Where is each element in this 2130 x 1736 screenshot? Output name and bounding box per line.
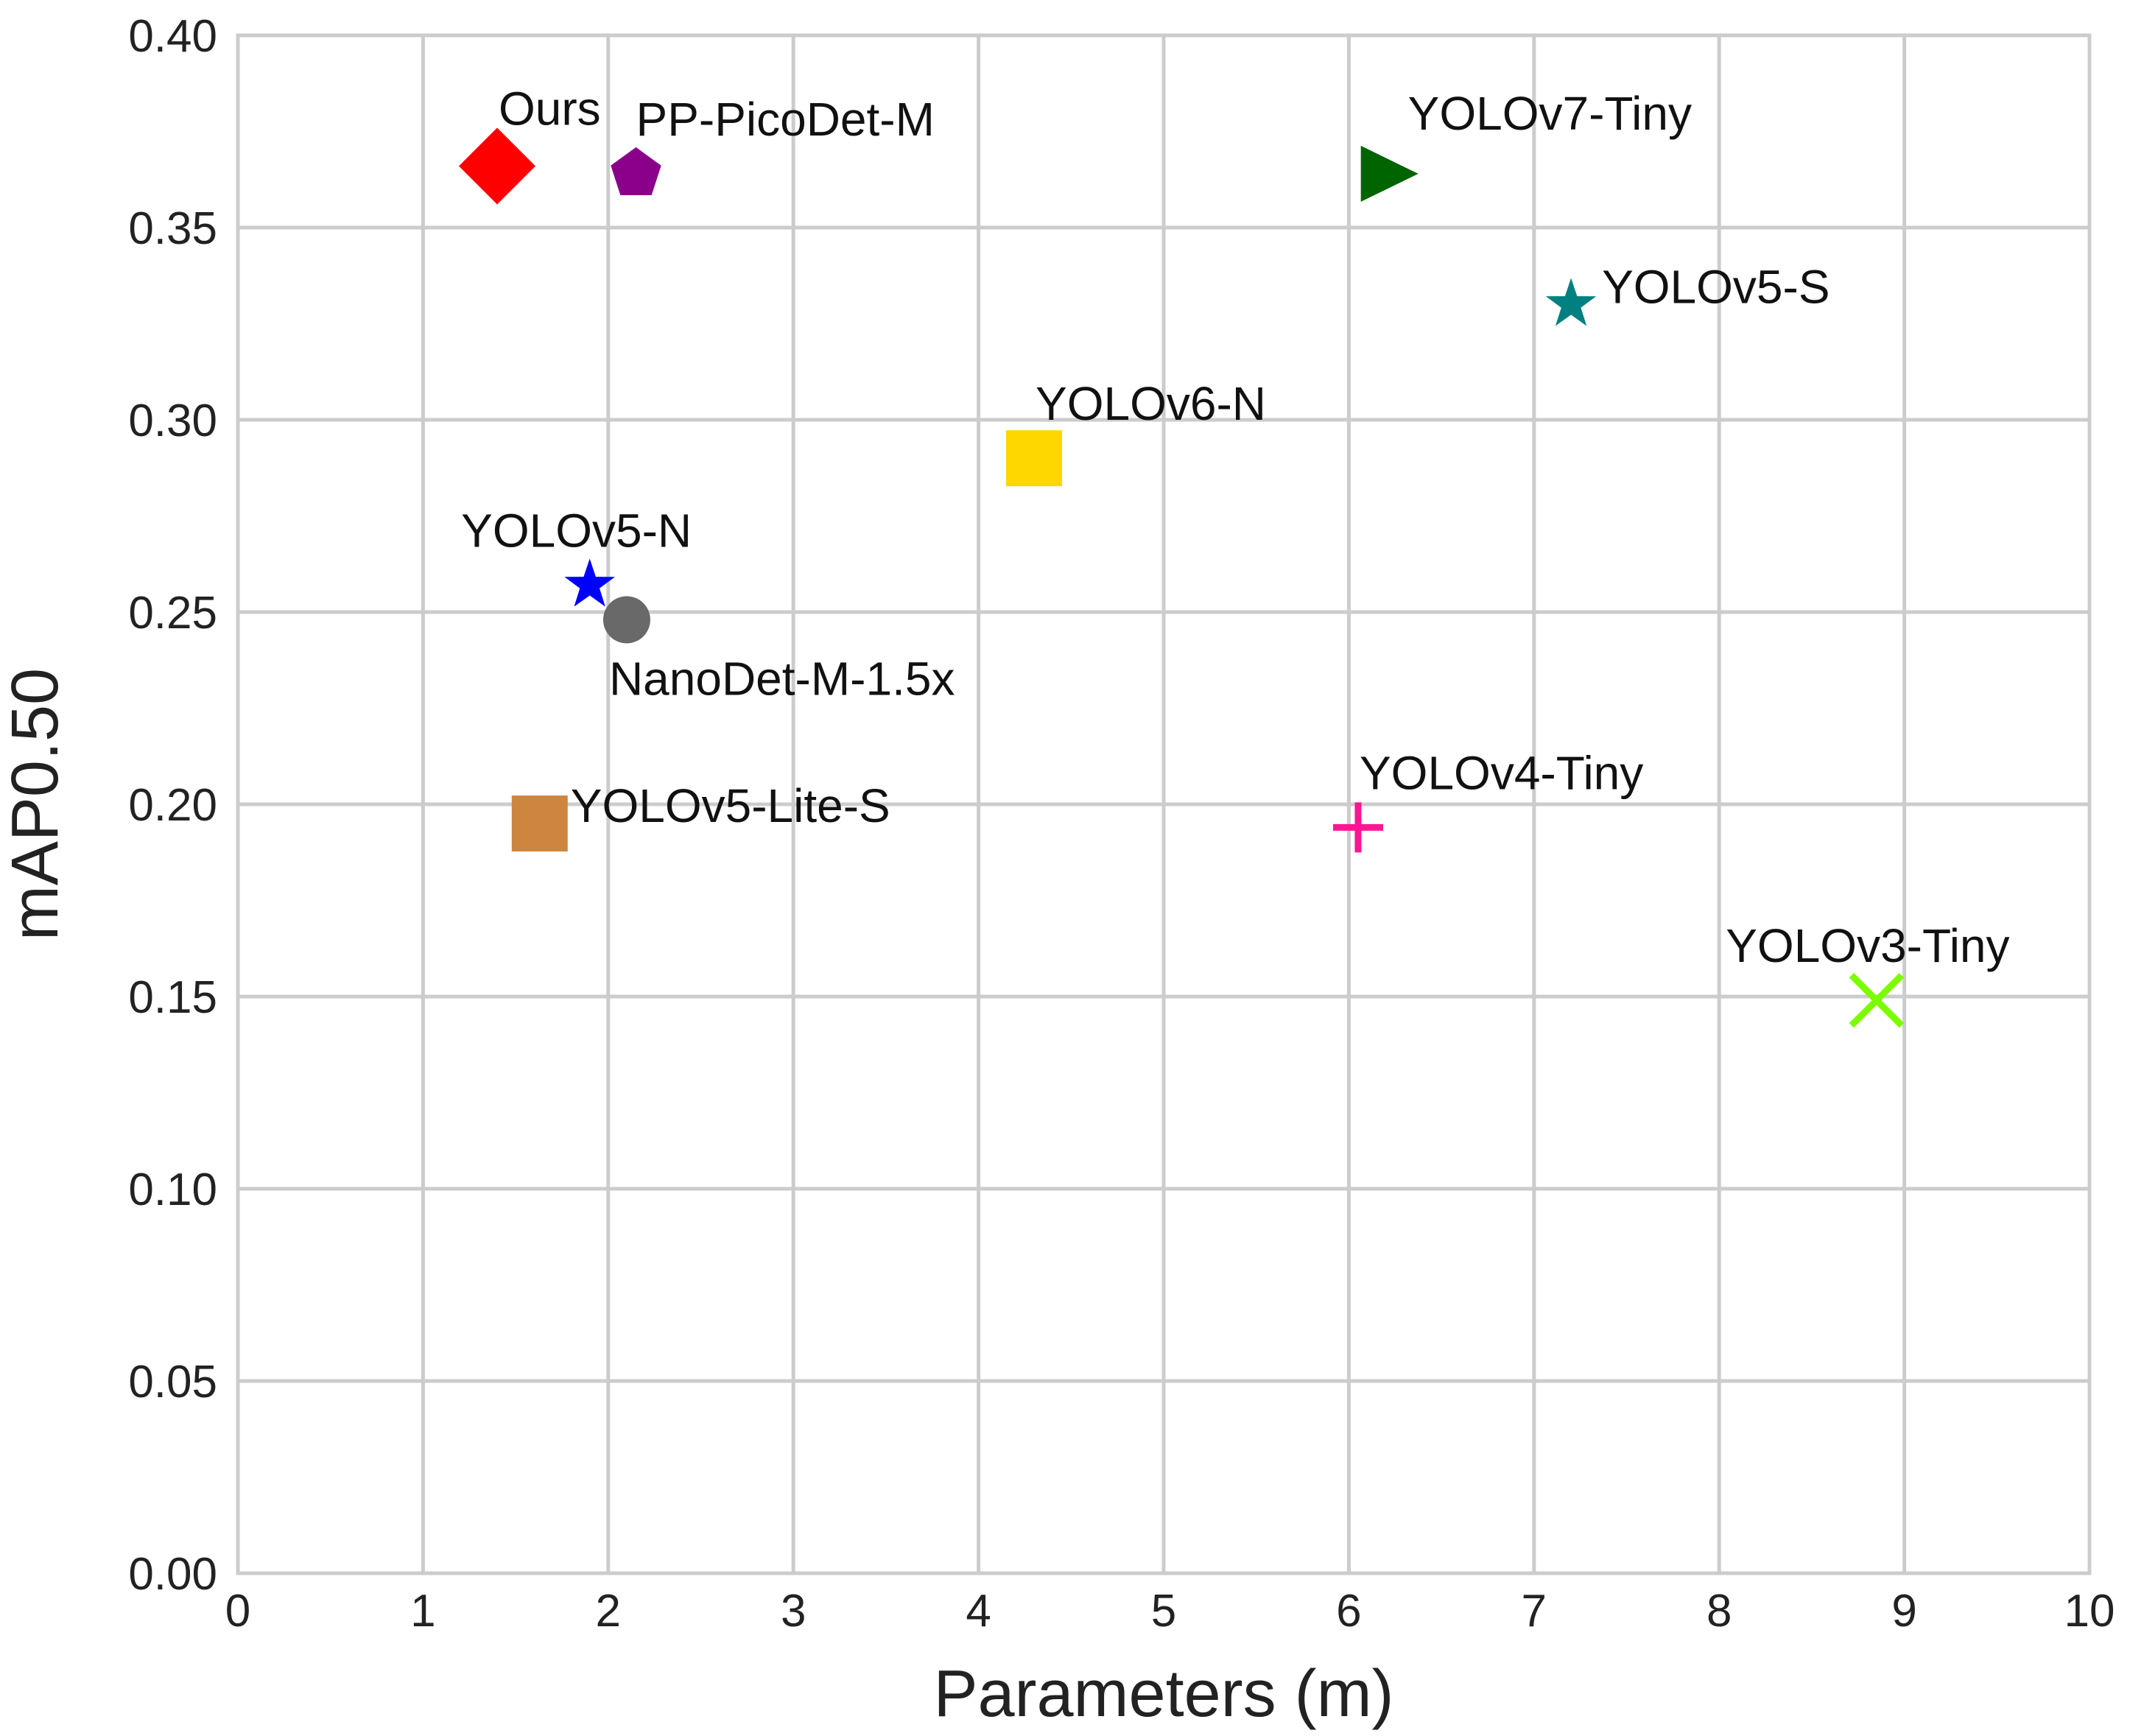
x-axis-title: Parameters (m) xyxy=(933,1657,1393,1731)
x-axis-ticks: 0 1 2 3 4 5 6 7 8 9 10 xyxy=(225,1586,2115,1637)
x-tick-label: 8 xyxy=(1707,1586,1732,1637)
point-yolov5-n-star-marker xyxy=(564,558,615,607)
data-points xyxy=(459,127,1905,1028)
y-tick-label: 0.40 xyxy=(128,11,217,62)
x-tick-label: 3 xyxy=(781,1586,806,1637)
x-tick-label: 0 xyxy=(225,1586,250,1637)
point-yolov5-s-star-marker xyxy=(1545,278,1597,326)
y-tick-label: 0.00 xyxy=(128,1549,217,1600)
point-yolov3-tiny-x-marker xyxy=(1849,973,1905,1028)
point-label: NanoDet-M-1.5x xyxy=(609,652,955,705)
point-label: YOLOv5-N xyxy=(461,504,692,557)
point-label: YOLOv5-Lite-S xyxy=(571,779,890,832)
x-tick-label: 1 xyxy=(410,1586,435,1637)
x-tick-label: 7 xyxy=(1522,1586,1547,1637)
x-tick-label: 6 xyxy=(1336,1586,1361,1637)
x-tick-label: 4 xyxy=(966,1586,991,1637)
y-tick-label: 0.10 xyxy=(128,1164,217,1215)
y-tick-label: 0.25 xyxy=(128,588,217,639)
y-axis-title: mAP0.50 xyxy=(0,668,72,941)
y-tick-label: 0.20 xyxy=(128,780,217,831)
y-tick-label: 0.15 xyxy=(128,972,217,1023)
point-label: YOLOv5-S xyxy=(1602,260,1830,313)
x-tick-label: 2 xyxy=(596,1586,621,1637)
y-tick-label: 0.30 xyxy=(128,396,217,446)
point-label: YOLOv3-Tiny xyxy=(1726,919,2009,972)
point-label: YOLOv4-Tiny xyxy=(1360,746,1643,799)
point-label: Ours xyxy=(499,82,601,135)
x-tick-label: 10 xyxy=(2064,1586,2115,1637)
y-tick-label: 0.35 xyxy=(128,203,217,254)
point-yolov6-n-square-marker xyxy=(1006,430,1063,487)
point-labels: Ours PP-PicoDet-M YOLOv7-Tiny YOLOv5-S YOLOv… xyxy=(461,82,2009,972)
point-yolov5-lite-s-square-marker xyxy=(511,795,568,852)
point-yolov7-tiny-triangle-right-marker xyxy=(1360,145,1419,202)
point-label: PP-PicoDet-M xyxy=(636,93,935,146)
point-ours-diamond-marker xyxy=(459,127,535,205)
x-tick-label: 9 xyxy=(1891,1586,1916,1637)
plot-frame xyxy=(236,33,2092,1575)
x-tick-label: 5 xyxy=(1151,1586,1176,1637)
y-tick-label: 0.05 xyxy=(128,1357,217,1408)
point-label: YOLOv7-Tiny xyxy=(1408,87,1692,140)
point-yolov4-tiny-plus-marker xyxy=(1332,802,1383,853)
point-nanodet-m-1-5x-circle-marker xyxy=(602,596,650,644)
point-label: YOLOv6-N xyxy=(1036,377,1266,430)
y-axis-ticks: 0.00 0.05 0.10 0.15 0.20 0.25 0.30 0.35 0.40 xyxy=(128,11,217,1600)
point-pp-picodet-m-pentagon-marker xyxy=(611,147,661,195)
